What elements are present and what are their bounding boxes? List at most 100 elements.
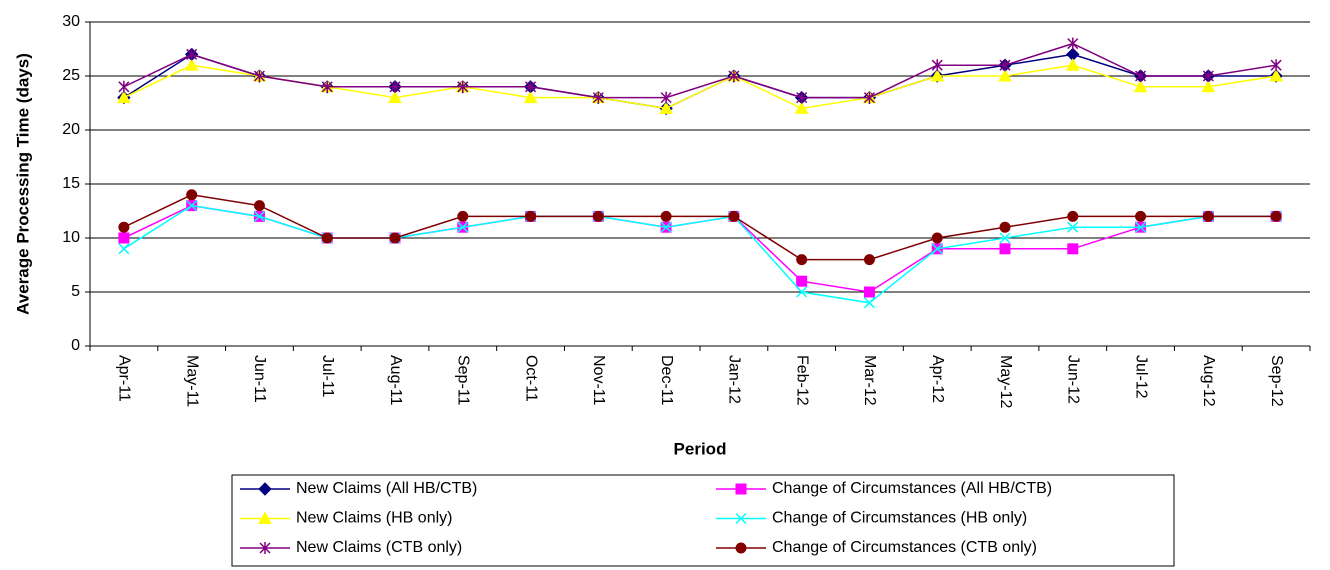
y-tick-label: 20 [62, 121, 80, 138]
marker [253, 70, 265, 82]
marker [931, 243, 943, 255]
marker [258, 482, 272, 496]
legend-label: Change of Circumstances (HB only) [772, 510, 1027, 527]
marker [796, 286, 808, 298]
marker [1135, 210, 1147, 222]
marker [863, 297, 875, 309]
series-line [123, 42, 1277, 99]
marker [863, 91, 875, 104]
x-tick-label: May-12 [997, 355, 1014, 408]
x-tick-label: Feb-12 [793, 355, 810, 406]
marker [525, 80, 537, 93]
marker [863, 254, 875, 266]
marker [388, 90, 402, 104]
legend-label: New Claims (HB only) [296, 510, 452, 527]
x-tick-label: Jan-12 [726, 355, 743, 404]
marker [796, 275, 808, 287]
marker [1067, 210, 1079, 222]
x-tick-label: Aug-12 [1200, 355, 1217, 407]
marker [457, 210, 469, 222]
marker [1202, 210, 1214, 222]
marker [118, 232, 130, 244]
x-tick-label: Jul-12 [1132, 355, 1149, 399]
marker [660, 221, 672, 233]
legend-label: Change of Circumstances (CTB only) [772, 539, 1037, 556]
marker [931, 232, 943, 244]
x-tick-label: Apr-12 [929, 355, 946, 403]
marker [735, 512, 747, 525]
y-tick-label: 30 [62, 13, 80, 30]
marker [253, 200, 265, 212]
legend-item: Change of Circumstances (All HB/CTB) [716, 480, 1052, 497]
marker [592, 91, 604, 104]
marker [118, 221, 130, 233]
marker [186, 200, 198, 212]
marker [796, 254, 808, 266]
marker [735, 542, 747, 554]
x-tick-label: Apr-11 [116, 355, 133, 402]
marker [1270, 59, 1282, 72]
marker [186, 48, 198, 61]
marker [592, 210, 604, 222]
marker [998, 68, 1012, 82]
x-tick-label: May-11 [183, 355, 200, 407]
x-axis-title: Period [674, 439, 727, 458]
marker [659, 101, 673, 114]
x-tick-label: Dec-11 [658, 355, 675, 405]
y-tick-label: 25 [62, 67, 80, 84]
legend-item: New Claims (CTB only) [240, 539, 462, 556]
y-axis-title: Average Processing Time (days) [13, 53, 32, 315]
legend-item: New Claims (HB only) [240, 510, 452, 527]
marker [930, 68, 945, 82]
marker [660, 210, 672, 222]
x-tick-label: Sep-11 [455, 355, 472, 406]
marker [728, 210, 740, 222]
marker [1067, 243, 1079, 255]
legend-label: New Claims (CTB only) [296, 539, 462, 556]
marker [258, 511, 272, 524]
legend-box [231, 474, 1175, 567]
marker [1269, 68, 1283, 82]
y-tick-label: 10 [62, 229, 80, 246]
marker [999, 232, 1011, 244]
marker [525, 210, 537, 222]
marker [1135, 221, 1147, 233]
marker [1067, 37, 1079, 50]
marker [999, 221, 1011, 233]
y-tick-label: 15 [62, 175, 80, 192]
marker [457, 80, 469, 93]
marker [457, 221, 469, 233]
marker [253, 210, 265, 222]
marker [118, 243, 130, 255]
y-tick-label: 0 [71, 337, 80, 354]
marker [999, 59, 1011, 72]
y-tick-label: 5 [71, 283, 80, 300]
marker [735, 483, 747, 495]
marker [660, 91, 672, 104]
marker [321, 232, 333, 244]
marker [1133, 79, 1148, 93]
legend-label: Change of Circumstances (All HB/CTB) [772, 480, 1052, 497]
x-tick-label: Aug-11 [387, 355, 404, 406]
marker [118, 80, 130, 93]
marker [389, 80, 401, 93]
series-line [123, 204, 1277, 293]
marker [796, 91, 808, 104]
marker [1202, 70, 1214, 82]
marker [1135, 70, 1147, 82]
marker [186, 189, 198, 201]
x-tick-label: Oct-11 [522, 355, 539, 402]
marker [259, 542, 271, 554]
legend-item: New Claims (All HB/CTB) [240, 480, 477, 497]
marker [1065, 58, 1080, 71]
marker [117, 90, 131, 104]
marker [999, 243, 1011, 255]
x-tick-label: Jul-11 [319, 355, 336, 397]
legend-item: Change of Circumstances (HB only) [716, 510, 1027, 527]
marker [1270, 210, 1282, 222]
marker [863, 286, 875, 298]
marker [523, 90, 538, 104]
series-line [123, 194, 1277, 261]
legend-label: New Claims (All HB/CTB) [296, 480, 477, 497]
